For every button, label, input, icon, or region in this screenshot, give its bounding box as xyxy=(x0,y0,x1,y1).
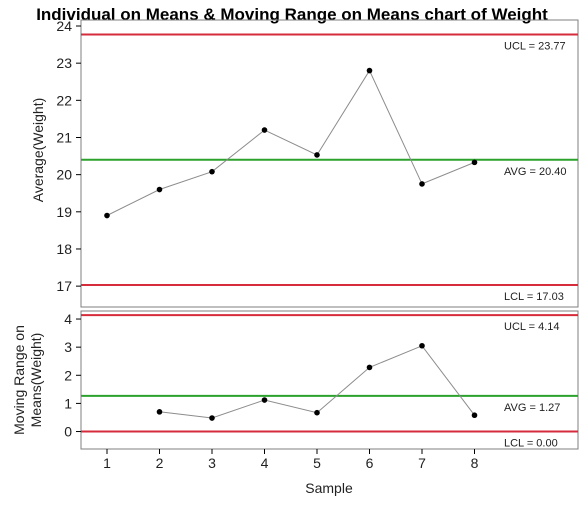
y-tick-label: 19 xyxy=(56,204,72,220)
y-tick-label: 17 xyxy=(56,278,72,294)
data-point xyxy=(314,409,320,416)
y-tick-label: 21 xyxy=(56,129,72,145)
chart-panel-1: 17 18 19 20 21 22 23 24 Average(Weight) UCL = 23.… xyxy=(30,18,579,308)
x-tick-label: 4 xyxy=(261,455,269,471)
x-tick-label: 8 xyxy=(471,455,479,471)
x-tick-label: 1 xyxy=(103,455,111,471)
x-tick-label: 2 xyxy=(156,455,164,471)
data-point xyxy=(209,415,215,421)
y-axis-label: Moving Range onMeans(Weight) xyxy=(11,325,44,435)
data-point xyxy=(419,342,425,349)
x-tick-label: 7 xyxy=(418,455,426,471)
y-tick-label: 20 xyxy=(56,167,72,183)
y-tick-label: 22 xyxy=(56,92,72,108)
data-point xyxy=(366,364,373,371)
data-point xyxy=(314,152,320,158)
x-tick-label: 3 xyxy=(208,455,216,471)
y-tick-label: 0 xyxy=(64,424,72,440)
data-point xyxy=(209,168,215,175)
panel-frame xyxy=(80,310,579,450)
data-point xyxy=(471,159,478,166)
data-point xyxy=(366,67,373,74)
data-point xyxy=(156,186,163,193)
data-point xyxy=(261,127,268,133)
y-tick-label: 1 xyxy=(64,395,72,411)
panel-frame xyxy=(80,19,579,308)
avg-label: AVG = 1.27 xyxy=(504,402,560,414)
x-axis-label: Sample xyxy=(305,480,353,496)
y-tick-label: 18 xyxy=(56,241,72,257)
ucl-label: UCL = 4.14 xyxy=(504,321,560,333)
y-tick-label: 4 xyxy=(64,311,72,327)
series-line xyxy=(159,345,475,419)
data-point xyxy=(261,397,268,403)
y-tick-label: 3 xyxy=(64,339,72,355)
data-point xyxy=(104,212,110,219)
y-tick-label: 2 xyxy=(64,367,72,383)
series-line xyxy=(106,69,475,216)
y-axis-label: Average(Weight) xyxy=(30,98,46,203)
avg-label: AVG = 20.40 xyxy=(504,166,566,178)
x-tick-label: 5 xyxy=(313,455,321,471)
ucl-label: UCL = 23.77 xyxy=(504,41,566,53)
x-tick-label: 6 xyxy=(366,455,374,471)
data-point xyxy=(419,181,425,187)
chart-title: Individual on Means & Moving Range on Me… xyxy=(36,5,548,24)
data-point xyxy=(471,412,478,419)
y-tick-label: 23 xyxy=(56,55,72,71)
y-tick-label: 24 xyxy=(56,18,72,34)
data-point xyxy=(156,409,163,415)
chart-panel-2: 0 1 2 3 4 Moving Range onMeans(Weight) UCL = 4… xyxy=(11,310,579,450)
lcl-label: LCL = 0.00 xyxy=(504,438,558,450)
lcl-label: LCL = 17.03 xyxy=(504,291,564,303)
